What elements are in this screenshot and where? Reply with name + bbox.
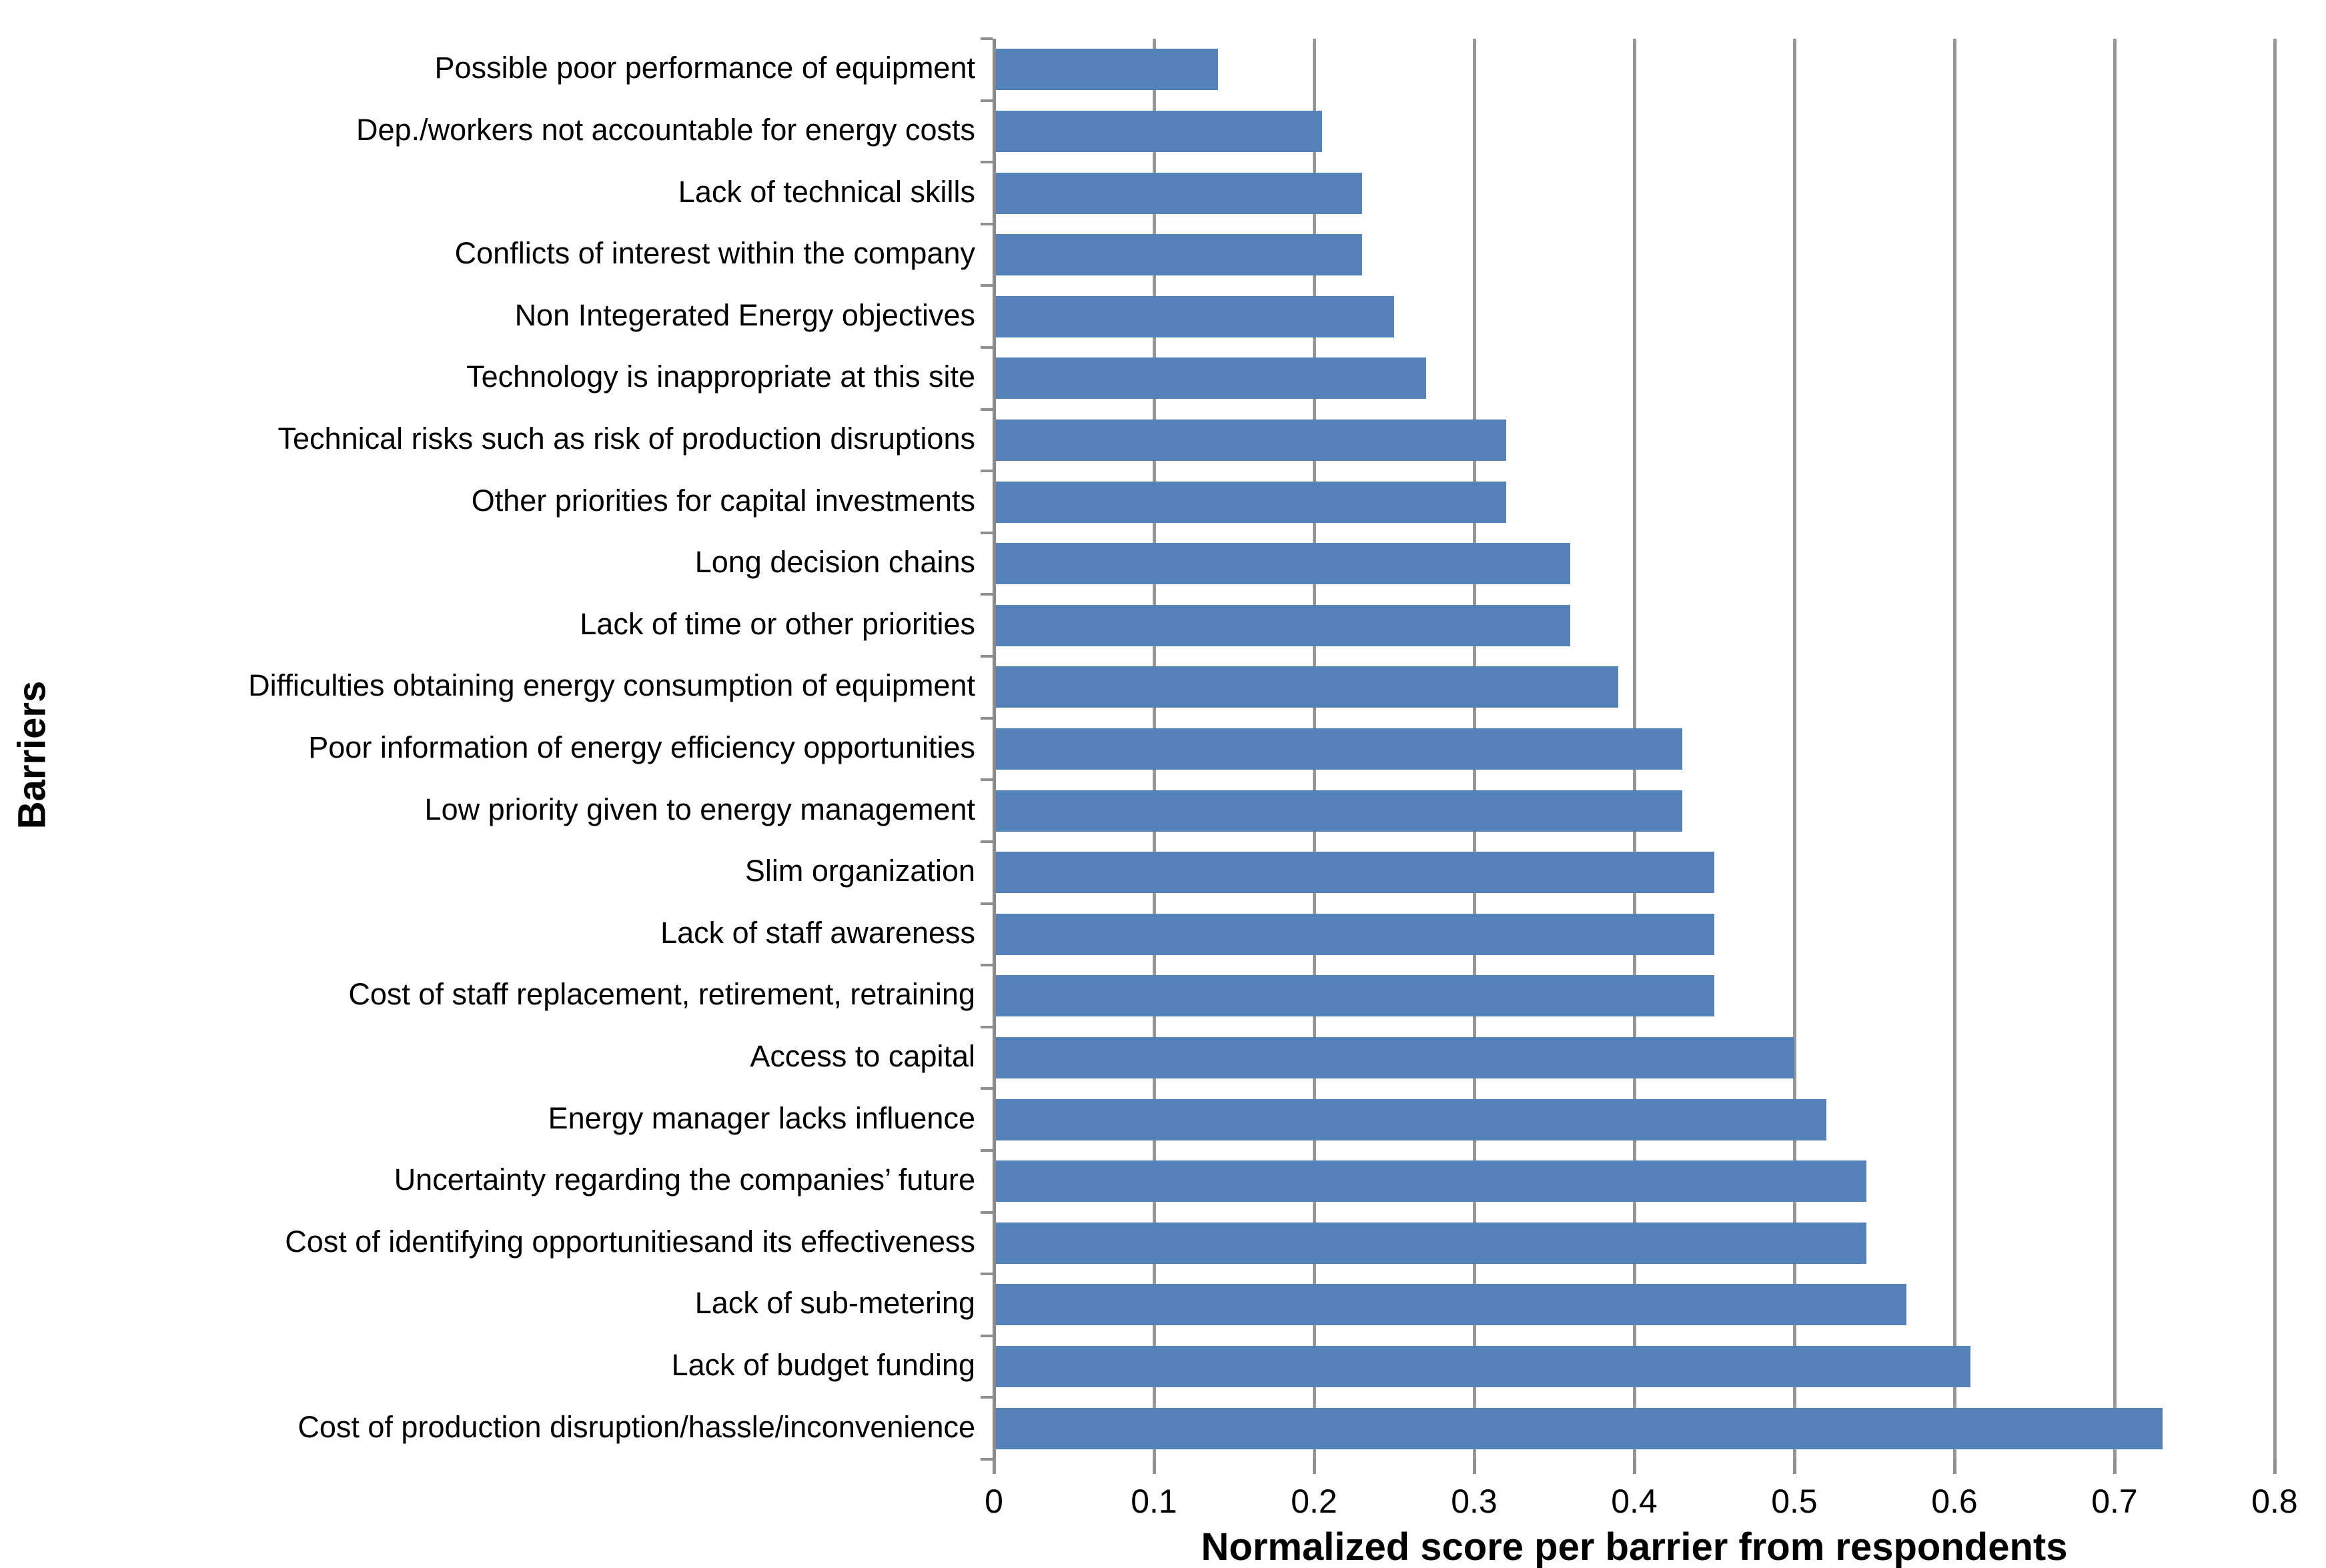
category-label: Technology is inappropriate at this site xyxy=(466,359,975,394)
x-axis-tick xyxy=(993,1459,996,1474)
category-label: Non Integerated Energy objectives xyxy=(514,297,975,332)
y-axis-tick xyxy=(981,470,993,473)
x-tick-label: 0.6 xyxy=(1931,1483,1978,1520)
x-tick-label: 0.3 xyxy=(1451,1483,1498,1520)
y-axis-tick xyxy=(981,593,993,596)
bar xyxy=(994,1407,2163,1449)
category-label: Access to capital xyxy=(750,1039,975,1074)
x-tick-label: 0 xyxy=(985,1483,1003,1520)
x-axis-tick xyxy=(1473,1459,1476,1474)
category-label: Cost of staff replacement, retirement, r… xyxy=(348,977,975,1012)
y-axis-tick xyxy=(981,1087,993,1090)
x-axis-title: Normalized score per barrier from respon… xyxy=(1201,1525,2068,1568)
bar xyxy=(994,419,1506,461)
category-label: Lack of technical skills xyxy=(678,174,975,209)
category-label: Long decision chains xyxy=(694,545,975,580)
bar xyxy=(994,1037,1794,1079)
category-label: Cost of identifying opportunitiesand its… xyxy=(285,1224,975,1259)
bar xyxy=(994,172,1362,214)
category-label: Difficulties obtaining energy consumptio… xyxy=(248,668,975,703)
y-axis-tick xyxy=(981,840,993,843)
y-axis-tick xyxy=(981,778,993,782)
y-axis-tick xyxy=(981,531,993,534)
y-axis-tick xyxy=(981,222,993,225)
bar xyxy=(994,1346,1970,1388)
category-label: Cost of production disruption/hassle/inc… xyxy=(298,1409,975,1444)
y-axis-tick xyxy=(981,902,993,905)
category-label: Energy manager lacks influence xyxy=(548,1100,975,1135)
gridline xyxy=(2273,39,2277,1459)
bar xyxy=(994,295,1394,337)
y-axis-tick xyxy=(981,284,993,287)
x-tick-label: 0.4 xyxy=(1611,1483,1658,1520)
category-label: Possible poor performance of equipment xyxy=(434,51,975,85)
bar xyxy=(994,1222,1866,1264)
bar xyxy=(994,604,1570,646)
x-axis-tick xyxy=(1793,1459,1796,1474)
gridline xyxy=(1793,39,1796,1459)
category-label: Technical risks such as risk of producti… xyxy=(277,421,975,456)
x-axis-tick xyxy=(1953,1459,1956,1474)
bar xyxy=(994,1098,1826,1140)
y-axis-tick xyxy=(981,655,993,658)
bar xyxy=(994,852,1714,894)
x-axis-tick xyxy=(1313,1459,1316,1474)
category-label: Lack of time or other priorities xyxy=(580,606,975,641)
bar xyxy=(994,49,1218,91)
x-tick-label: 0.2 xyxy=(1291,1483,1337,1520)
y-axis-tick xyxy=(981,1211,993,1214)
y-axis-tick xyxy=(981,99,993,102)
gridline xyxy=(2113,39,2117,1459)
bar xyxy=(994,666,1618,708)
bar xyxy=(994,543,1570,585)
category-label: Lack of budget funding xyxy=(671,1348,975,1383)
y-axis-tick xyxy=(981,161,993,164)
y-axis-tick xyxy=(981,1025,993,1028)
x-axis-tick xyxy=(1153,1459,1156,1474)
y-axis-tick xyxy=(981,964,993,967)
category-label: Lack of sub-metering xyxy=(694,1286,975,1321)
bar xyxy=(994,975,1714,1017)
y-axis-tick xyxy=(981,1458,993,1461)
bar xyxy=(994,913,1714,955)
bar xyxy=(994,357,1426,400)
x-axis-tick xyxy=(1633,1459,1636,1474)
category-label: Poor information of energy efficiency op… xyxy=(308,730,975,764)
bar xyxy=(994,790,1682,832)
category-label: Slim organization xyxy=(744,854,975,888)
y-axis-tick xyxy=(981,1334,993,1337)
x-tick-label: 0.8 xyxy=(2251,1483,2298,1520)
category-label: Dep./workers not accountable for energy … xyxy=(356,112,975,147)
x-tick-label: 0.7 xyxy=(2091,1483,2138,1520)
bar xyxy=(994,1160,1866,1203)
category-label: Uncertainty regarding the companies’ fut… xyxy=(394,1162,975,1197)
x-tick-label: 0.5 xyxy=(1771,1483,1818,1520)
bar xyxy=(994,481,1506,523)
y-axis-tick xyxy=(981,716,993,720)
y-axis-line xyxy=(993,39,996,1459)
category-label: Conflicts of interest within the company xyxy=(454,236,975,271)
bar xyxy=(994,110,1322,152)
gridline xyxy=(1953,39,1956,1459)
category-label: Lack of staff awareness xyxy=(660,915,975,950)
x-axis-tick xyxy=(2113,1459,2117,1474)
y-axis-tick xyxy=(981,1396,993,1399)
category-label: Other priorities for capital investments xyxy=(471,483,975,518)
bar xyxy=(994,234,1362,276)
y-axis-tick xyxy=(981,37,993,40)
bar xyxy=(994,1284,1906,1326)
y-axis-tick xyxy=(981,1273,993,1276)
y-axis-tick xyxy=(981,1148,993,1152)
y-axis-title: Barriers xyxy=(10,680,54,830)
x-axis-tick xyxy=(2273,1459,2277,1474)
category-label: Low priority given to energy management xyxy=(424,792,975,826)
y-axis-tick xyxy=(981,408,993,411)
x-tick-label: 0.1 xyxy=(1131,1483,1177,1520)
y-axis-tick xyxy=(981,346,993,349)
bar xyxy=(994,728,1682,770)
